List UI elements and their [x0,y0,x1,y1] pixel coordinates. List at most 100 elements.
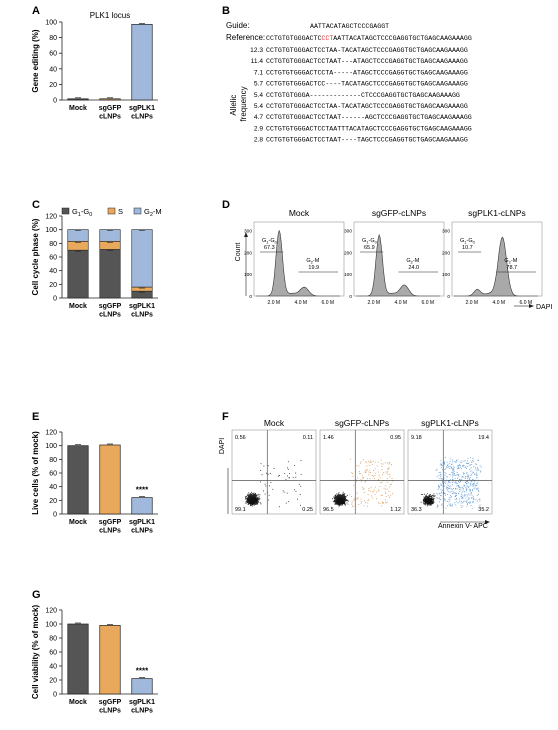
scatter-point [333,500,335,502]
scatter-point [366,462,368,464]
scatter-point [473,501,475,503]
scatter-point [426,505,428,507]
scatter-point [473,484,475,486]
scatter-point [254,494,256,496]
scatter-point [427,496,429,498]
scatter-point [387,471,389,473]
scatter-point [430,501,432,503]
plot-title: Mock [289,208,310,218]
scatter-point [255,498,257,500]
scatter-point [253,502,254,504]
scatter-point [475,499,477,501]
scatter-point [425,498,427,500]
scatter-point [258,494,259,496]
scatter-point [470,505,472,507]
scatter-point [336,496,338,498]
scatter-point [447,505,448,507]
scatter-point [424,493,425,495]
scatter-point [464,475,466,477]
scatter-point [295,472,296,474]
scatter-point [452,472,454,474]
allele-sequence: CCTGTGTGGGACTCCTAA-TACATAGCTCCCGAGGTGCTG… [266,103,468,110]
scatter-point [444,468,446,470]
scatter-point [249,500,251,502]
scatter-point [339,499,341,501]
scatter-point [450,474,452,476]
scatter-point [380,494,382,496]
scatter-point [472,485,474,487]
scatter-point [448,481,450,483]
scatter-point [362,489,364,490]
scatter-point [452,461,454,463]
scatter-point [440,460,442,462]
scatter-point [378,502,379,504]
scatter-point [249,494,251,495]
scatter-point [336,498,338,499]
scatter-point [360,461,362,463]
allele-frequency: 11.4 [251,58,264,65]
scatter-point [257,499,258,501]
bar [131,23,153,101]
scatter-point [462,476,464,477]
scatter-point [464,460,466,461]
allele-sequence: CCTGTGTGGGA-------------CTCCCGAGGTGCTGAG… [266,92,460,99]
scatter-point [427,493,429,495]
scatter-point [471,464,473,465]
scatter-point [342,496,344,498]
scatter-point [428,495,430,496]
panel-g-cell-viability-chart: 0 20 40 60 80 100 120 Cell viability (% of mock… [31,605,158,715]
scatter-point [456,459,458,461]
category-label: sgGFP [99,105,122,112]
category-label: cLNPs [99,312,121,319]
scatter-point [470,483,472,485]
scatter-point [461,491,463,493]
scatter-point [254,498,255,500]
scatter-point [391,478,393,479]
scatter-point [464,494,465,496]
scatter-point [440,495,442,497]
scatter-point [430,504,432,506]
scatter-point [426,496,428,497]
stacked-bar-segment [131,229,153,288]
scatter-point [380,505,382,507]
scatter-point [450,490,452,492]
scatter-point [252,496,254,497]
panel-letter-d: D [222,199,230,211]
scatter-point [337,501,339,503]
scatter-point [390,484,392,485]
scatter-point [341,501,343,503]
category-label: sgGFP [99,303,122,310]
scatter-point [442,490,444,491]
scatter-point [246,501,248,502]
scatter-point [338,499,340,501]
scatter-point [477,459,479,461]
scatter-point [449,481,451,483]
scatter-point [430,500,432,501]
scatter-point [443,477,445,479]
scatter-point [460,501,462,503]
scatter-point [423,496,425,498]
scatter-point [468,485,470,487]
scatter-point [365,461,366,463]
scatter-point [464,485,466,486]
scatter-point [256,500,258,502]
scatter-point [461,476,463,478]
scatter-point [378,474,380,476]
category-label: cLNPs [131,312,153,319]
scatter-point [428,503,430,505]
scatter-point [339,496,341,498]
scatter-point [336,501,338,503]
scatter-point [425,500,427,502]
y-tick-label: 300 [244,229,252,235]
scatter-point [334,503,336,505]
scatter-point [452,479,454,481]
stacked-bar-segment [67,249,89,299]
scatter-point [424,500,426,502]
scatter-point [470,484,471,486]
allele-frequency: 5.4 [254,92,263,99]
scatter-point [429,494,431,496]
scatter-point [464,482,466,484]
scatter-point [254,494,255,496]
scatter-point [452,484,454,486]
scatter-point [342,495,344,497]
